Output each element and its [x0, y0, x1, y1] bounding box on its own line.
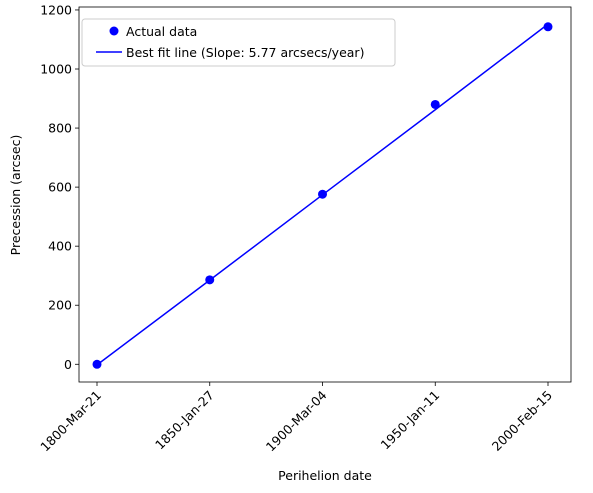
legend-marker-actual [109, 26, 119, 36]
y-tick-label: 1200 [40, 2, 72, 17]
data-point [430, 99, 440, 109]
x-tick-label: 1900-Mar-04 [263, 387, 330, 454]
x-tick-label: 1950-Jan-11 [378, 388, 443, 453]
y-tick-label: 0 [64, 357, 72, 372]
y-axis-label: Precession (arcsec) [8, 135, 23, 256]
legend: Actual data Best fit line (Slope: 5.77 a… [81, 18, 396, 67]
x-axis-ticks: 1800-Mar-21 1850-Jan-27 1900-Mar-04 1950-Ja… [37, 382, 555, 454]
y-tick-label: 600 [48, 180, 72, 195]
legend-label-actual: Actual data [126, 24, 197, 39]
x-axis-label: Perihelion date [278, 468, 372, 483]
x-tick-label: 1800-Mar-21 [37, 388, 104, 455]
y-axis-ticks: 0 200 400 600 800 1000 1200 [40, 2, 79, 372]
x-tick-label: 1850-Jan-27 [152, 388, 217, 453]
series-layer [92, 22, 553, 369]
data-point [92, 359, 102, 369]
y-tick-label: 1000 [40, 62, 72, 77]
x-tick-label: 2000-Feb-15 [489, 388, 555, 454]
y-tick-label: 200 [48, 298, 72, 313]
data-point [543, 22, 553, 32]
legend-label-fit: Best fit line (Slope: 5.77 arcsecs/year) [126, 45, 364, 60]
legend-box [81, 18, 396, 67]
data-point [205, 275, 215, 285]
plot-frame [78, 6, 572, 383]
data-point [318, 189, 327, 199]
y-tick-label: 400 [48, 239, 72, 254]
y-tick-label: 800 [48, 121, 72, 136]
